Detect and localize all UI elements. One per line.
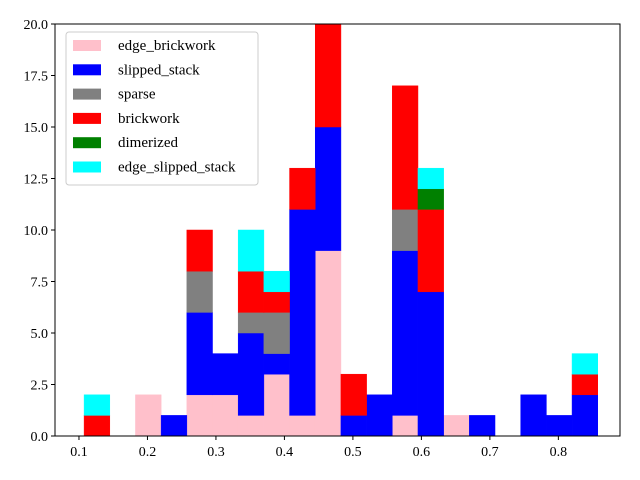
- x-tick-label-4: 0.5: [344, 445, 362, 460]
- legend-label-sparse: sparse: [118, 87, 156, 103]
- bar-slipped_stack-3: [160, 415, 188, 437]
- bar-edge_brickwork-12: [392, 415, 419, 437]
- y-tick-label-0: 0.0: [31, 430, 49, 445]
- bar-slipped_stack-15: [469, 415, 496, 437]
- bar-edge_brickwork-9: [314, 250, 342, 437]
- bar-sparse-4: [186, 270, 213, 313]
- bar-brickwork-6: [237, 270, 265, 313]
- bar-brickwork-4: [186, 229, 213, 272]
- x-tick-label-3: 0.4: [276, 445, 294, 460]
- legend-label-slipped_stack: slipped_stack: [118, 62, 200, 78]
- bar-edge_brickwork-6: [237, 415, 265, 437]
- legend-swatch-sparse: [73, 88, 101, 100]
- bar-slipped_stack-8: [289, 209, 316, 416]
- legend-swatch-dimerized: [73, 137, 101, 149]
- bar-brickwork-7: [263, 291, 290, 313]
- x-tick-label-5: 0.6: [413, 445, 431, 460]
- axes-group: 0.1 0.2 0.3 0.4 0.5 0.6 0.7 0.8 0.0 2.5 5.0 7.5 10.0…: [24, 18, 621, 460]
- bar-slipped_stack-11: [366, 394, 393, 437]
- y-tick-label-1: 2.5: [31, 379, 49, 394]
- bar-edge_brickwork-7: [263, 373, 290, 437]
- bar-slipped_stack-12: [392, 250, 419, 416]
- bar-edge_brickwork-2: [135, 394, 162, 437]
- bar-slipped_stack-6: [237, 332, 265, 416]
- bar-brickwork-10: [340, 373, 367, 416]
- legend-label-edge_brickwork: edge_brickwork: [118, 38, 216, 54]
- bar-slipped_stack-19: [571, 394, 598, 437]
- bar-edge_brickwork-8: [289, 415, 316, 437]
- bar-slipped_stack-4: [186, 312, 213, 396]
- bar-slipped_stack-13: [417, 291, 444, 437]
- legend-swatch-brickwork: [73, 112, 101, 124]
- bar-slipped_stack-5: [212, 353, 239, 396]
- legend-label-brickwork: brickwork: [118, 111, 180, 127]
- bar-slipped_stack-7: [263, 353, 290, 375]
- bar-brickwork-9: [314, 23, 342, 128]
- bar-slipped_stack-9: [314, 126, 342, 251]
- bar-brickwork-19: [571, 373, 598, 396]
- y-tick-label-2: 5.0: [31, 327, 49, 342]
- bar-slipped_stack-10: [340, 415, 367, 437]
- x-tick-label-1: 0.2: [139, 445, 157, 460]
- bar-brickwork-12: [392, 85, 419, 210]
- legend-swatch-slipped_stack: [73, 64, 101, 76]
- bar-dimerized-13: [417, 188, 444, 210]
- bar-edge_slipped_stack-0: [83, 394, 111, 416]
- y-tick-label-6: 15.0: [24, 121, 49, 136]
- bar-brickwork-13: [417, 209, 444, 293]
- bar-edge_brickwork-5: [212, 394, 239, 437]
- bar-edge_brickwork-14: [443, 415, 470, 437]
- bar-slipped_stack-17: [520, 394, 547, 437]
- y-tick-label-5: 12.5: [24, 173, 49, 188]
- bar-edge_slipped_stack-6: [237, 229, 265, 272]
- legend-swatch-edge_slipped_stack: [73, 161, 101, 173]
- bar-edge_slipped_stack-19: [571, 353, 598, 375]
- bar-edge_brickwork-4: [186, 394, 213, 437]
- bar-edge_slipped_stack-13: [417, 167, 444, 190]
- legend-swatch-edge_brickwork: [73, 40, 101, 51]
- bar-slipped_stack-18: [546, 415, 573, 437]
- x-tick-label-0: 0.1: [70, 445, 88, 460]
- bar-sparse-7: [263, 312, 290, 354]
- x-tick-label-7: 0.8: [550, 445, 568, 460]
- y-tick-label-8: 20.0: [24, 18, 49, 33]
- legend-box: [65, 31, 259, 186]
- y-tick-label-3: 7.5: [31, 276, 49, 291]
- legend-label-dimerized: dimerized: [118, 135, 178, 151]
- bar-sparse-6: [237, 312, 265, 334]
- y-tick-label-7: 17.5: [24, 70, 49, 85]
- y-tick-label-4: 10.0: [24, 224, 49, 239]
- bar-sparse-12: [392, 209, 419, 251]
- bar-edge_slipped_stack-7: [263, 270, 290, 293]
- legend-label-edge_slipped_stack: edge_slipped_stack: [118, 160, 236, 176]
- x-tick-label-2: 0.3: [207, 445, 225, 460]
- bar-brickwork-8: [289, 167, 316, 210]
- x-tick-label-6: 0.7: [481, 445, 499, 460]
- bar-brickwork-0: [83, 415, 111, 437]
- bars-group: [83, 23, 598, 437]
